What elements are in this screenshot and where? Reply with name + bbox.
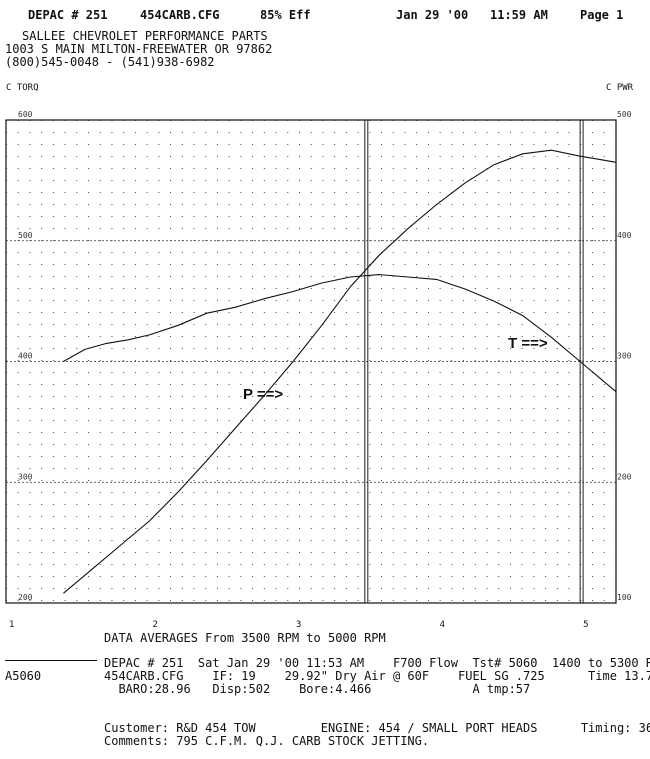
left-tick-label: 200 xyxy=(18,593,33,602)
x-tick-label: 4 xyxy=(440,620,445,630)
x-tick-label: 5 xyxy=(583,620,588,630)
shop-name: SALLEE CHEVROLET PERFORMANCE PARTS xyxy=(22,29,268,43)
dyno-chart: 600 500 400 300 200 500 400 300 200 100 1 2 3 4 5 P ==… xyxy=(5,83,634,630)
left-tick-label: 300 xyxy=(18,472,33,481)
averages-title: DATA AVERAGES From 3500 RPM to 5000 RPM xyxy=(104,631,386,645)
left-tick-label: 400 xyxy=(18,352,33,361)
right-tick-label: 500 xyxy=(617,110,632,119)
right-axis-label: C PWR xyxy=(606,83,634,93)
series-line-p xyxy=(63,149,617,594)
customer-line: Customer: R&D 454 TOW ENGINE: 454 / SMAL… xyxy=(104,721,650,735)
report-time: 11:59 AM xyxy=(490,8,548,22)
x-tick-label: 1 xyxy=(9,620,14,630)
run-line-1: DEPAC # 251 Sat Jan 29 '00 11:53 AM F700… xyxy=(104,656,650,670)
annotation-p: P ==> xyxy=(243,386,283,403)
left-axis-label: C TORQ xyxy=(6,83,39,93)
right-tick-label: 400 xyxy=(617,231,632,240)
page-number: Page 1 xyxy=(580,8,624,22)
run-line-2: 454CARB.CFG IF: 19 29.92" Dry Air @ 60F … xyxy=(104,669,650,683)
report-date: Jan 29 '00 xyxy=(396,8,469,22)
right-tick-label: 300 xyxy=(617,352,632,361)
right-tick-label: 100 xyxy=(617,593,632,602)
x-tick-label: 2 xyxy=(153,620,158,630)
shop-phone: (800)545-0048 - (541)938-6982 xyxy=(5,55,215,69)
x-tick-label: 3 xyxy=(296,620,301,630)
efficiency: 85% Eff xyxy=(260,8,311,22)
left-tick-label: 500 xyxy=(18,231,33,240)
depac-number: DEPAC # 251 xyxy=(28,8,108,22)
config-file: 454CARB.CFG xyxy=(140,8,220,22)
series-line-t xyxy=(63,274,617,393)
shop-address: 1003 S MAIN MILTON-FREEWATER OR 97862 xyxy=(5,42,273,56)
run-id: A5060 xyxy=(5,669,42,683)
series-group xyxy=(63,149,617,594)
annotation-t: T ==> xyxy=(508,335,548,352)
comments-line: Comments: 795 C.F.M. Q.J. CARB STOCK JET… xyxy=(104,734,430,748)
divider xyxy=(5,660,97,661)
run-line-3: BARO:28.96 Disp:502 Bore:4.466 A tmp:57 xyxy=(104,682,531,696)
right-tick-label: 200 xyxy=(617,472,632,481)
left-tick-label: 600 xyxy=(18,110,33,119)
grid-lines xyxy=(6,240,616,483)
tick-labels: 600 500 400 300 200 500 400 300 200 100 1 2 3 4 5 xyxy=(9,110,632,630)
